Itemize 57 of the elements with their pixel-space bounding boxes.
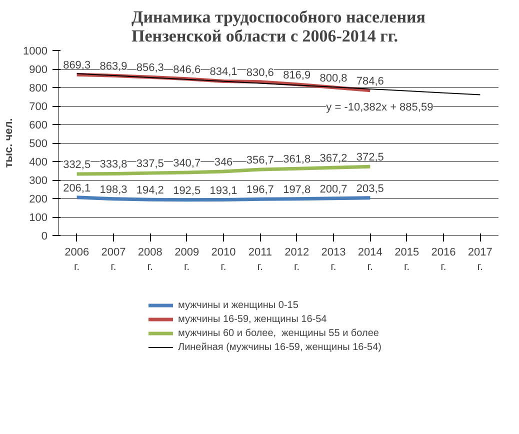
x-tick-label: 2006 г. <box>64 246 90 273</box>
data-label: 856,3 <box>136 62 164 74</box>
annotation: y = -10,382x + 885,59 <box>326 101 434 114</box>
data-label: 367,2 <box>320 152 348 165</box>
data-label: 193,1 <box>210 184 238 197</box>
x-tick-label: 2013 г. <box>321 246 346 273</box>
legend-label: Линейная (мужчины 16-59, женщины 16-54) <box>178 341 382 353</box>
x-tick-label: 2010 г. <box>211 246 236 273</box>
data-label: 192,5 <box>173 184 201 197</box>
legend-label: мужчины 60 и более, женщины 55 и более <box>178 327 379 339</box>
legend-label: мужчины 16-59, женщины 16-54 <box>178 313 327 325</box>
x-tick-label: 2009 г. <box>174 246 200 273</box>
y-tick-label: 0 <box>41 230 48 242</box>
y-tick-label: 600 <box>29 120 48 132</box>
data-label: 800,8 <box>320 72 348 84</box>
y-tick-label: 900 <box>29 64 48 76</box>
x-tick-label: 2014 г. <box>358 246 382 273</box>
y-tick-label: 700 <box>29 101 48 113</box>
y-tick-label: 800 <box>29 82 48 94</box>
chart-title: Динамика трудоспособного населения Пензенской области с 2006-2014 гг. <box>132 8 426 46</box>
data-label: 200,7 <box>320 183 348 196</box>
data-label: 863,9 <box>100 60 128 73</box>
data-label: 203,5 <box>356 182 384 195</box>
data-label: 333,8 <box>100 158 128 171</box>
data-label: 340,7 <box>173 157 201 170</box>
data-label: 869,3 <box>63 60 91 72</box>
data-label: 197,8 <box>283 184 311 196</box>
y-axis-title: тыс. чел. <box>3 118 16 168</box>
data-label: 784,6 <box>356 75 384 88</box>
y-tick-label: 500 <box>29 138 48 150</box>
data-label: 346 <box>214 156 233 168</box>
data-label: 356,7 <box>246 154 274 167</box>
x-tick-label: 2016 г. <box>431 246 456 273</box>
data-label: 816,9 <box>283 69 311 82</box>
data-label: 337,5 <box>136 158 164 170</box>
y-tick-label: 1000 <box>23 46 48 58</box>
data-label: 194,2 <box>136 184 164 197</box>
y-tick-label: 300 <box>29 175 48 187</box>
data-label: 372,5 <box>356 152 384 164</box>
data-label: 196,7 <box>246 184 274 196</box>
x-tick-label: 2007 г. <box>101 246 126 273</box>
legend-label: мужчины и женщины 0-15 <box>178 299 298 311</box>
data-label: 361,8 <box>283 154 311 166</box>
data-label: 830,6 <box>246 66 274 79</box>
y-tick-label: 100 <box>29 212 48 224</box>
x-tick-label: 2008 г. <box>138 246 162 273</box>
x-tick-label: 2012 г. <box>284 246 310 273</box>
data-label: 206,1 <box>63 182 91 194</box>
data-label: 198,3 <box>100 184 128 196</box>
x-tick-label: 2011 г. <box>248 246 272 273</box>
data-label: 846,6 <box>173 64 201 76</box>
y-tick-label: 200 <box>29 194 48 206</box>
data-label: 834,1 <box>210 66 238 78</box>
data-label: 332,5 <box>63 158 91 171</box>
y-tick-label: 400 <box>29 156 48 168</box>
x-tick-label: 2015 г. <box>394 246 420 273</box>
x-tick-label: 2017 г. <box>468 246 492 273</box>
